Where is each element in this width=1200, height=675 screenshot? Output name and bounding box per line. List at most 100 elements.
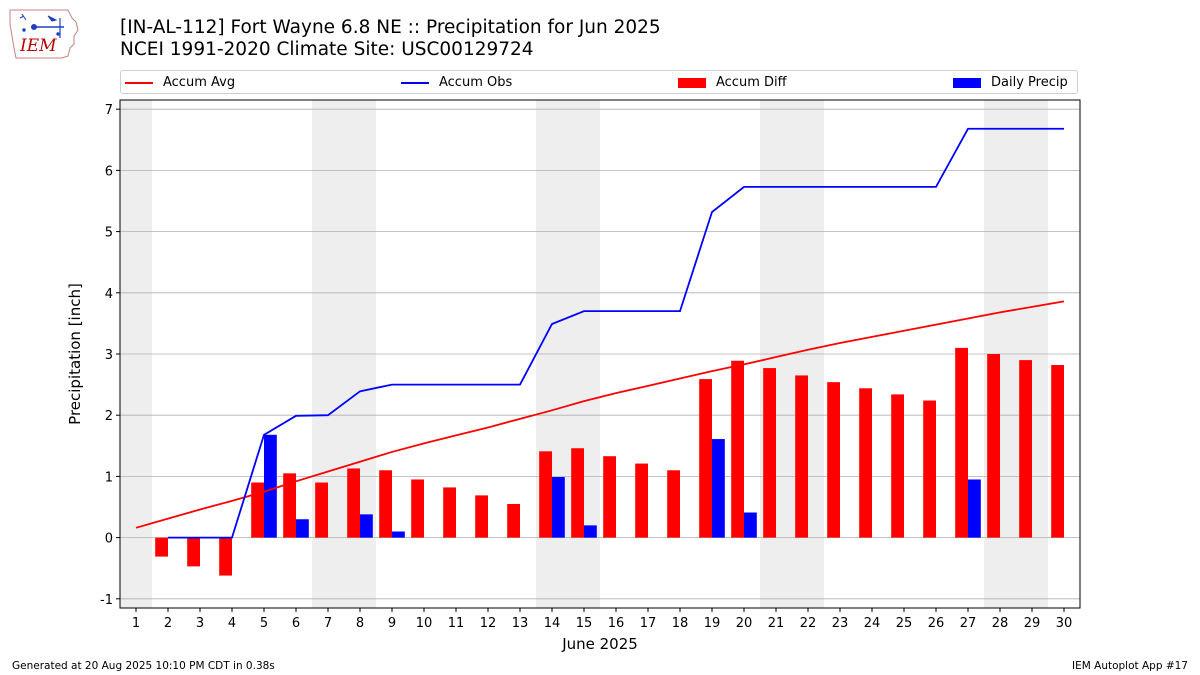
accum-diff-bar-day-12 — [475, 495, 488, 538]
accum-diff-bar-day-2 — [155, 537, 168, 557]
x-tick-label: 12 — [480, 616, 497, 631]
x-tick-label: 5 — [260, 616, 268, 631]
accum-diff-bar-day-17 — [635, 463, 648, 538]
generated-timestamp: Generated at 20 Aug 2025 10:10 PM CDT in… — [12, 660, 275, 672]
x-tick-label: 22 — [800, 616, 817, 631]
grid-lines — [120, 108, 1080, 600]
accum-diff-bar-day-5 — [251, 482, 264, 538]
accum-diff-bar-day-14 — [539, 451, 552, 538]
x-tick-label: 29 — [1024, 616, 1041, 631]
accum-diff-bar-day-11 — [443, 487, 456, 538]
y-tick-label: 7 — [105, 103, 113, 118]
legend-label-accum-avg: Accum Avg — [163, 75, 236, 90]
chart-title: [IN-AL-112] Fort Wayne 6.8 NE :: Precipi… — [120, 17, 661, 38]
accum-obs-line — [168, 127, 1064, 539]
y-tick-label: 2 — [105, 409, 113, 424]
accum-diff-bar-day-10 — [411, 479, 424, 538]
chart-subtitle: NCEI 1991-2020 Climate Site: USC00129724 — [120, 39, 534, 60]
x-tick-label: 3 — [196, 616, 204, 631]
y-tick-label: 4 — [105, 287, 113, 302]
daily-precip-bar-day-27 — [968, 479, 981, 538]
x-tick-label: 1 — [132, 616, 140, 631]
x-tick-label: 28 — [992, 616, 1009, 631]
y-tick-label: 1 — [105, 470, 113, 485]
x-tick-label: 11 — [448, 616, 465, 631]
bars — [155, 347, 1064, 576]
accum-diff-bar-day-16 — [603, 456, 616, 538]
accum-diff-bar-day-13 — [507, 503, 520, 538]
accum-diff-bar-day-22 — [795, 375, 808, 538]
y-tick-label: 5 — [105, 226, 113, 241]
x-tick-label: 4 — [228, 616, 236, 631]
x-tick-label: 26 — [928, 616, 945, 631]
daily-precip-bar-day-9 — [392, 531, 405, 538]
legend-item-accum-obs: Accum Obs — [401, 74, 512, 92]
lines — [135, 127, 1065, 539]
accum-diff-bar-day-15 — [571, 448, 584, 538]
daily-precip-bar-day-20 — [744, 512, 757, 538]
daily-precip-bar-day-15 — [584, 525, 597, 538]
y-tick-label: 3 — [105, 348, 113, 363]
x-tick-label: 20 — [736, 616, 753, 631]
daily-precip-bar-day-8 — [360, 514, 373, 538]
daily-precip-bar-day-19 — [712, 439, 725, 538]
legend-label-accum-obs: Accum Obs — [439, 75, 513, 90]
x-tick-label: 13 — [512, 616, 529, 631]
daily-precip-bar-day-5 — [264, 434, 277, 538]
accum-diff-bar-day-23 — [827, 382, 840, 538]
x-tick-label: 23 — [832, 616, 849, 631]
legend-item-accum-avg: Accum Avg — [125, 74, 235, 92]
x-tick-label: 14 — [544, 616, 561, 631]
accum-diff-bar-day-4 — [219, 537, 232, 576]
x-tick-label: 16 — [608, 616, 625, 631]
accum-diff-bar-day-27 — [955, 347, 968, 538]
accum-diff-bar-day-7 — [315, 482, 328, 538]
legend-swatch-accum-obs — [401, 81, 429, 84]
legend-label-daily-precip: Daily Precip — [991, 75, 1068, 90]
accum-diff-bar-day-19 — [699, 379, 712, 538]
accum-diff-bar-day-29 — [1019, 360, 1032, 538]
legend-item-daily-precip: Daily Precip — [953, 74, 1068, 92]
accum-diff-bar-day-8 — [347, 468, 360, 538]
iem-logo: IEM — [9, 9, 79, 59]
app-credit: IEM Autoplot App #17 — [1072, 660, 1188, 672]
accum-diff-bar-day-30 — [1051, 365, 1064, 538]
x-tick-label: 8 — [356, 616, 364, 631]
x-tick-label: 21 — [768, 616, 785, 631]
y-tick-label: -1 — [100, 593, 113, 608]
x-tick-label: 18 — [672, 616, 689, 631]
x-tick-label: 24 — [864, 616, 881, 631]
x-tick-label: 30 — [1056, 616, 1073, 631]
x-tick-label: 6 — [292, 616, 300, 631]
daily-precip-bar-day-6 — [296, 519, 309, 538]
legend-swatch-accum-diff — [678, 77, 706, 88]
y-tick-label: 6 — [105, 164, 113, 179]
x-tick-label: 10 — [416, 616, 433, 631]
x-tick-label: 25 — [896, 616, 913, 631]
accum-diff-bar-day-25 — [891, 394, 904, 538]
accum-diff-bar-day-6 — [283, 473, 296, 538]
accum-diff-bar-day-24 — [859, 388, 872, 538]
accum-diff-bar-day-18 — [667, 470, 680, 538]
logo-text: IEM — [19, 36, 57, 56]
weather-station-icon — [19, 13, 64, 38]
legend-item-accum-diff: Accum Diff — [678, 74, 787, 92]
chart-legend: Accum Avg Accum Obs Accum Diff Daily Pre… — [120, 70, 1078, 94]
daily-precip-bar-day-14 — [552, 477, 565, 538]
accum-diff-bar-day-26 — [923, 400, 936, 538]
x-tick-label: 2 — [164, 616, 172, 631]
x-tick-label: 15 — [576, 616, 593, 631]
accum-diff-bar-day-20 — [731, 360, 744, 538]
legend-label-accum-diff: Accum Diff — [716, 75, 787, 90]
x-tick-label: 19 — [704, 616, 721, 631]
accum-diff-bar-day-3 — [187, 537, 200, 567]
x-tick-label: 7 — [324, 616, 332, 631]
x-tick-label: 9 — [388, 616, 396, 631]
y-tick-label: 0 — [105, 532, 113, 547]
accum-diff-bar-day-28 — [987, 354, 1000, 538]
iowa-state-outline-icon — [9, 9, 79, 59]
legend-swatch-accum-avg — [125, 81, 153, 84]
accum-avg-line — [135, 300, 1065, 529]
